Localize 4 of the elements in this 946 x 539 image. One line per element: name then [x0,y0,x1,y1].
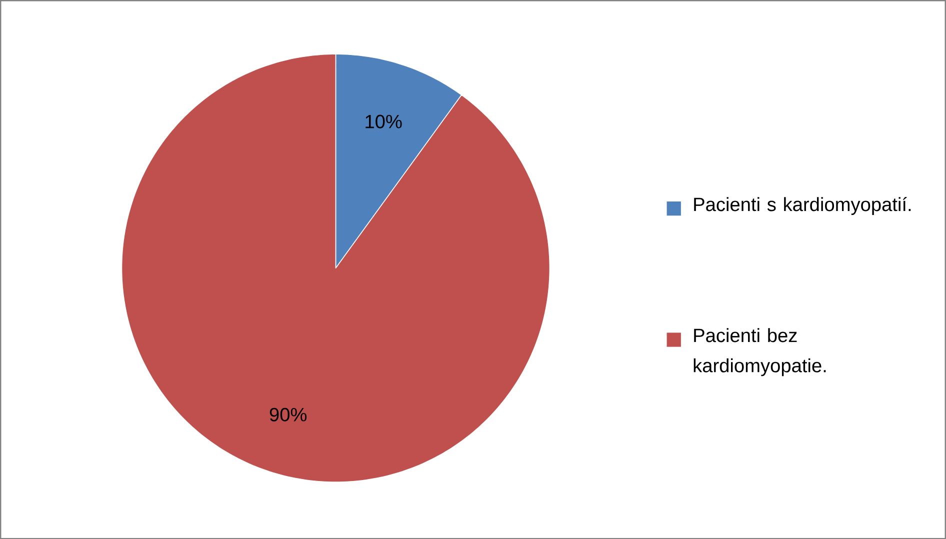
legend-label: Pacienti s kardiomyopatií. [694,196,911,215]
legend-label: Pacienti bez kardiomyopatie. [694,328,826,376]
data-label: 90% [270,408,307,422]
data-label: 10% [366,114,402,128]
